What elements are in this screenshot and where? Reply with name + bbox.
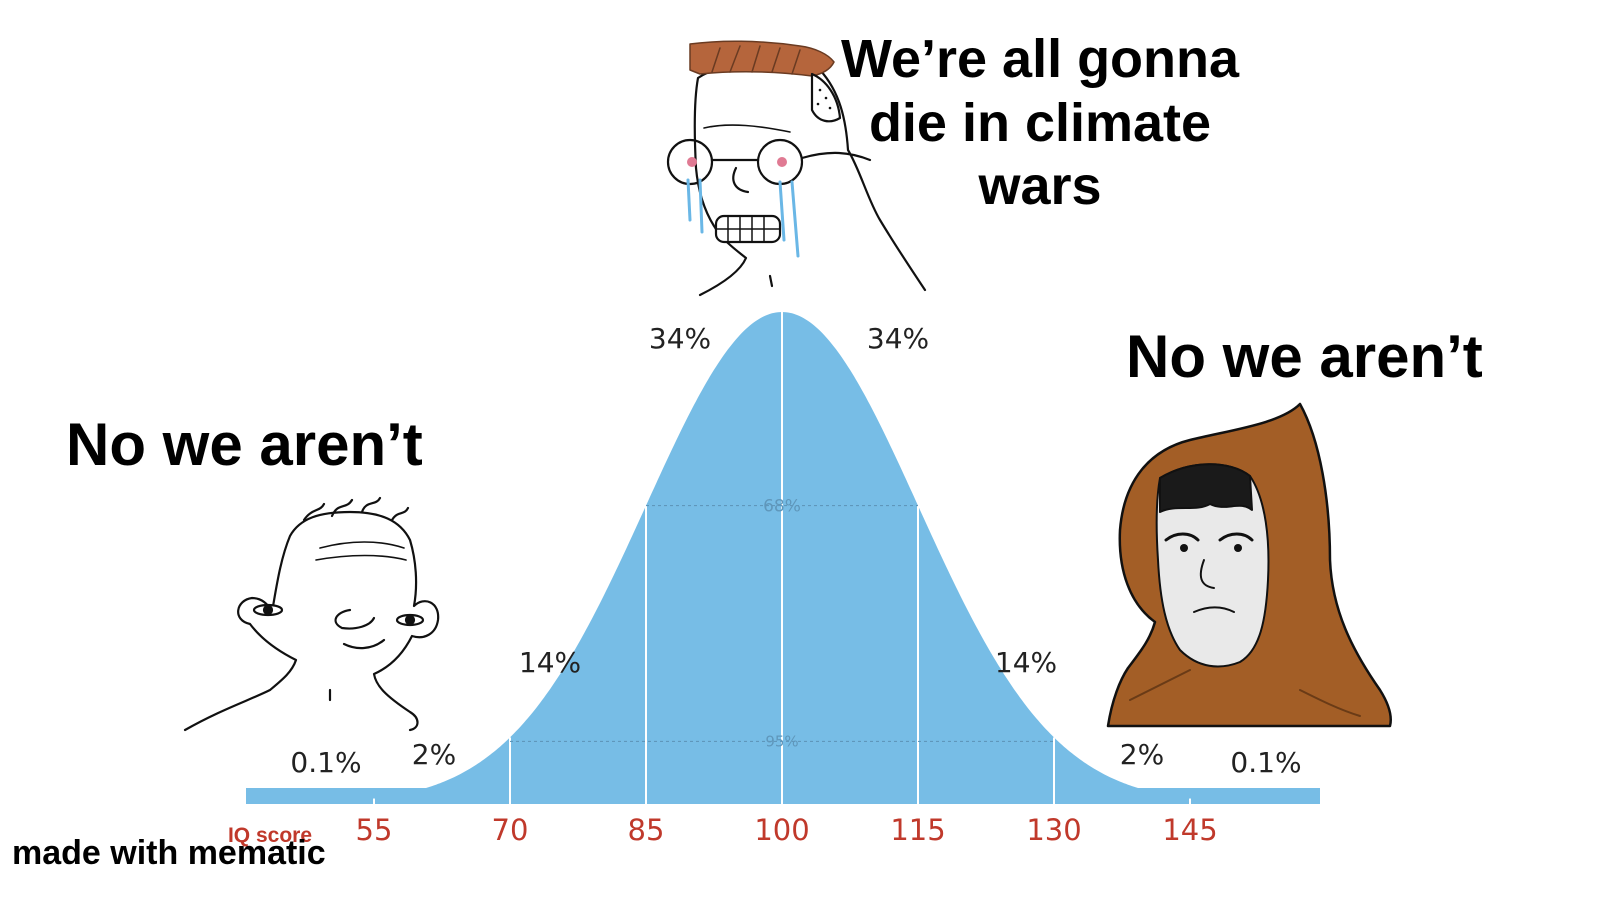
iq-tick-labels: 55 70 85 100 115 130 145 xyxy=(356,813,1218,847)
iq-tick-label: 85 xyxy=(628,813,665,847)
iq-tick-label: 100 xyxy=(754,813,809,847)
band-68-label: 68% xyxy=(763,497,801,517)
iq-tick-label: 145 xyxy=(1162,813,1217,847)
segment-percent-label: 14% xyxy=(519,646,581,679)
iq-tick-label: 130 xyxy=(1026,813,1081,847)
segment-percent-labels: 0.1% 2% 14% 34% 34% 14% 2% 0.1% xyxy=(290,322,1301,779)
center-caption-line-1: We’re all gonna xyxy=(840,29,1240,89)
segment-percent-label: 34% xyxy=(867,322,929,355)
mematic-watermark: made with mematic xyxy=(12,834,326,872)
segment-percent-label: 14% xyxy=(995,646,1057,679)
center-caption: We’re all gonna die in climate wars xyxy=(820,28,1260,219)
hooded-wojak-icon xyxy=(1106,402,1392,728)
center-caption-line-3: wars xyxy=(978,156,1102,217)
wojak-face-icon xyxy=(183,496,440,732)
sd-dividers xyxy=(373,312,1191,804)
iq-axis-label: IQ score xyxy=(228,824,312,847)
iq-tick-label: 115 xyxy=(890,813,945,847)
right-caption: No we aren’t xyxy=(1126,323,1483,390)
segment-percent-label: 2% xyxy=(1120,738,1164,771)
segment-percent-label: 34% xyxy=(649,322,711,355)
left-caption: No we aren’t xyxy=(66,411,423,478)
iq-tick-label: 70 xyxy=(492,813,529,847)
segment-percent-label: 0.1% xyxy=(290,746,361,779)
segment-percent-label: 0.1% xyxy=(1230,746,1301,779)
iq-tick-label: 55 xyxy=(356,813,393,847)
center-caption-line-2: die in climate xyxy=(868,92,1212,153)
crying-wojak-icon xyxy=(666,40,927,297)
band-95-label: 95% xyxy=(765,732,798,750)
segment-percent-label: 2% xyxy=(412,738,456,771)
